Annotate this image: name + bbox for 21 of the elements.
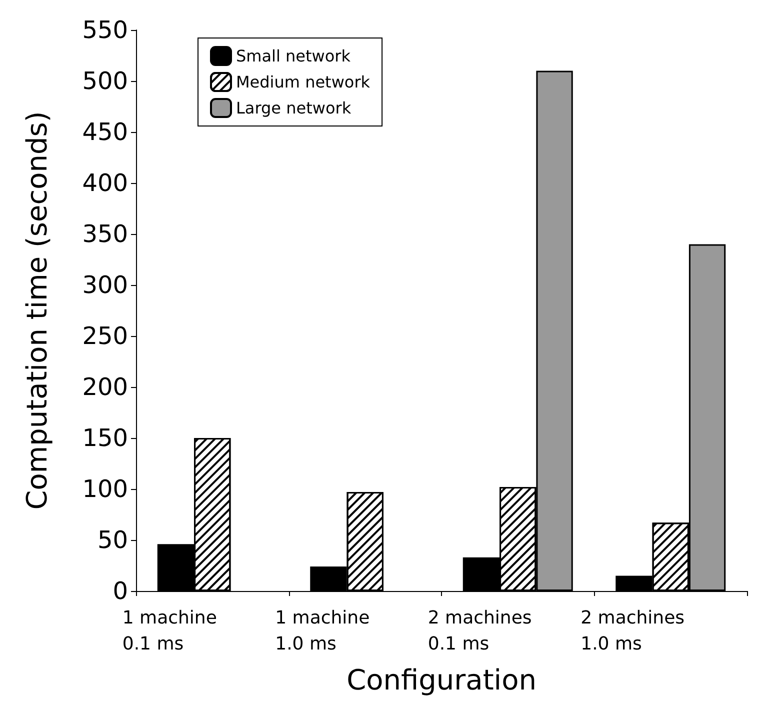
x-tick-label: 2 machines 0.1 ms — [428, 608, 532, 654]
y-tick-label: 50 — [97, 526, 128, 554]
y-tick-label: 500 — [82, 67, 128, 95]
y-tick-label: 350 — [82, 220, 128, 248]
y-tick-label: 450 — [82, 118, 128, 146]
x-axis-title: Configuration — [346, 664, 536, 696]
legend-label: Small network — [236, 46, 352, 66]
y-tick-label: 100 — [82, 475, 128, 503]
y-tick-label: 200 — [82, 373, 128, 401]
y-tick-label: 300 — [82, 271, 128, 299]
x-tick-label: 1 machine 0.1 ms — [122, 608, 217, 654]
y-tick-label: 400 — [82, 169, 128, 197]
y-axis-title: Computation time (seconds) — [20, 111, 54, 510]
y-tick-label: 0 — [112, 577, 128, 605]
legend-label: Large network — [236, 98, 352, 118]
y-tick-label: 550 — [82, 16, 128, 44]
legend-label: Medium network — [236, 72, 371, 92]
y-tick-label: 250 — [82, 322, 128, 350]
x-tick-label: 1 machine 1.0 ms — [275, 608, 370, 654]
y-tick-label: 150 — [82, 424, 128, 452]
x-tick-label: 2 machines 1.0 ms — [580, 608, 685, 654]
